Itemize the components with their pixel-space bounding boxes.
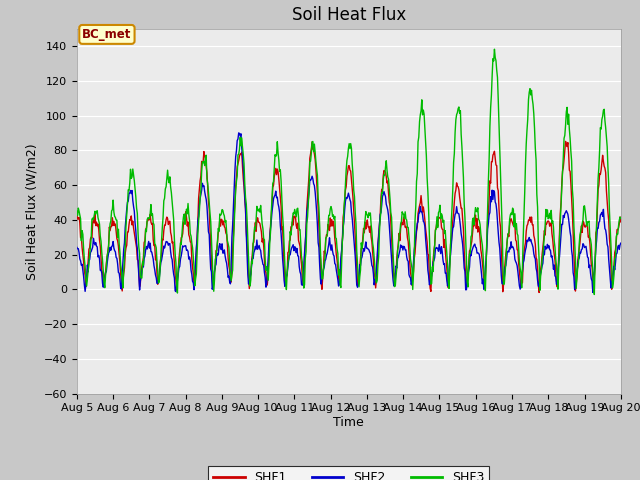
SHF2 bbox=[416, 210, 424, 216]
SHF1 bbox=[73, 211, 81, 216]
SHF1 bbox=[139, 260, 147, 265]
SHF2 bbox=[235, 130, 243, 136]
Y-axis label: Soil Heat Flux (W/m2): Soil Heat Flux (W/m2) bbox=[25, 143, 38, 279]
Line: SHF3: SHF3 bbox=[77, 49, 621, 295]
SHF3 bbox=[223, 229, 230, 235]
Legend: SHF1, SHF2, SHF3: SHF1, SHF2, SHF3 bbox=[209, 467, 489, 480]
SHF3 bbox=[617, 216, 625, 221]
SHF3 bbox=[194, 231, 202, 237]
SHF2 bbox=[617, 240, 625, 246]
SHF3 bbox=[139, 259, 147, 264]
SHF1 bbox=[223, 232, 230, 238]
X-axis label: Time: Time bbox=[333, 416, 364, 429]
SHF3 bbox=[591, 292, 598, 298]
SHF1 bbox=[431, 242, 438, 248]
SHF2 bbox=[589, 289, 596, 295]
SHF1 bbox=[194, 218, 202, 224]
SHF1 bbox=[83, 277, 90, 283]
SHF1 bbox=[415, 206, 422, 212]
SHF1 bbox=[562, 139, 570, 144]
SHF2 bbox=[73, 244, 81, 250]
SHF3 bbox=[83, 283, 90, 289]
SHF3 bbox=[73, 208, 81, 214]
SHF2 bbox=[194, 217, 202, 223]
SHF1 bbox=[617, 219, 625, 225]
SHF2 bbox=[139, 264, 147, 270]
SHF2 bbox=[83, 277, 90, 283]
SHF2 bbox=[431, 246, 439, 252]
Text: BC_met: BC_met bbox=[82, 28, 132, 41]
SHF2 bbox=[223, 260, 230, 266]
SHF3 bbox=[491, 47, 499, 52]
Line: SHF2: SHF2 bbox=[77, 133, 621, 292]
SHF3 bbox=[415, 134, 422, 140]
SHF1 bbox=[535, 289, 543, 295]
SHF3 bbox=[431, 243, 438, 249]
Line: SHF1: SHF1 bbox=[77, 142, 621, 292]
Title: Soil Heat Flux: Soil Heat Flux bbox=[292, 6, 406, 24]
